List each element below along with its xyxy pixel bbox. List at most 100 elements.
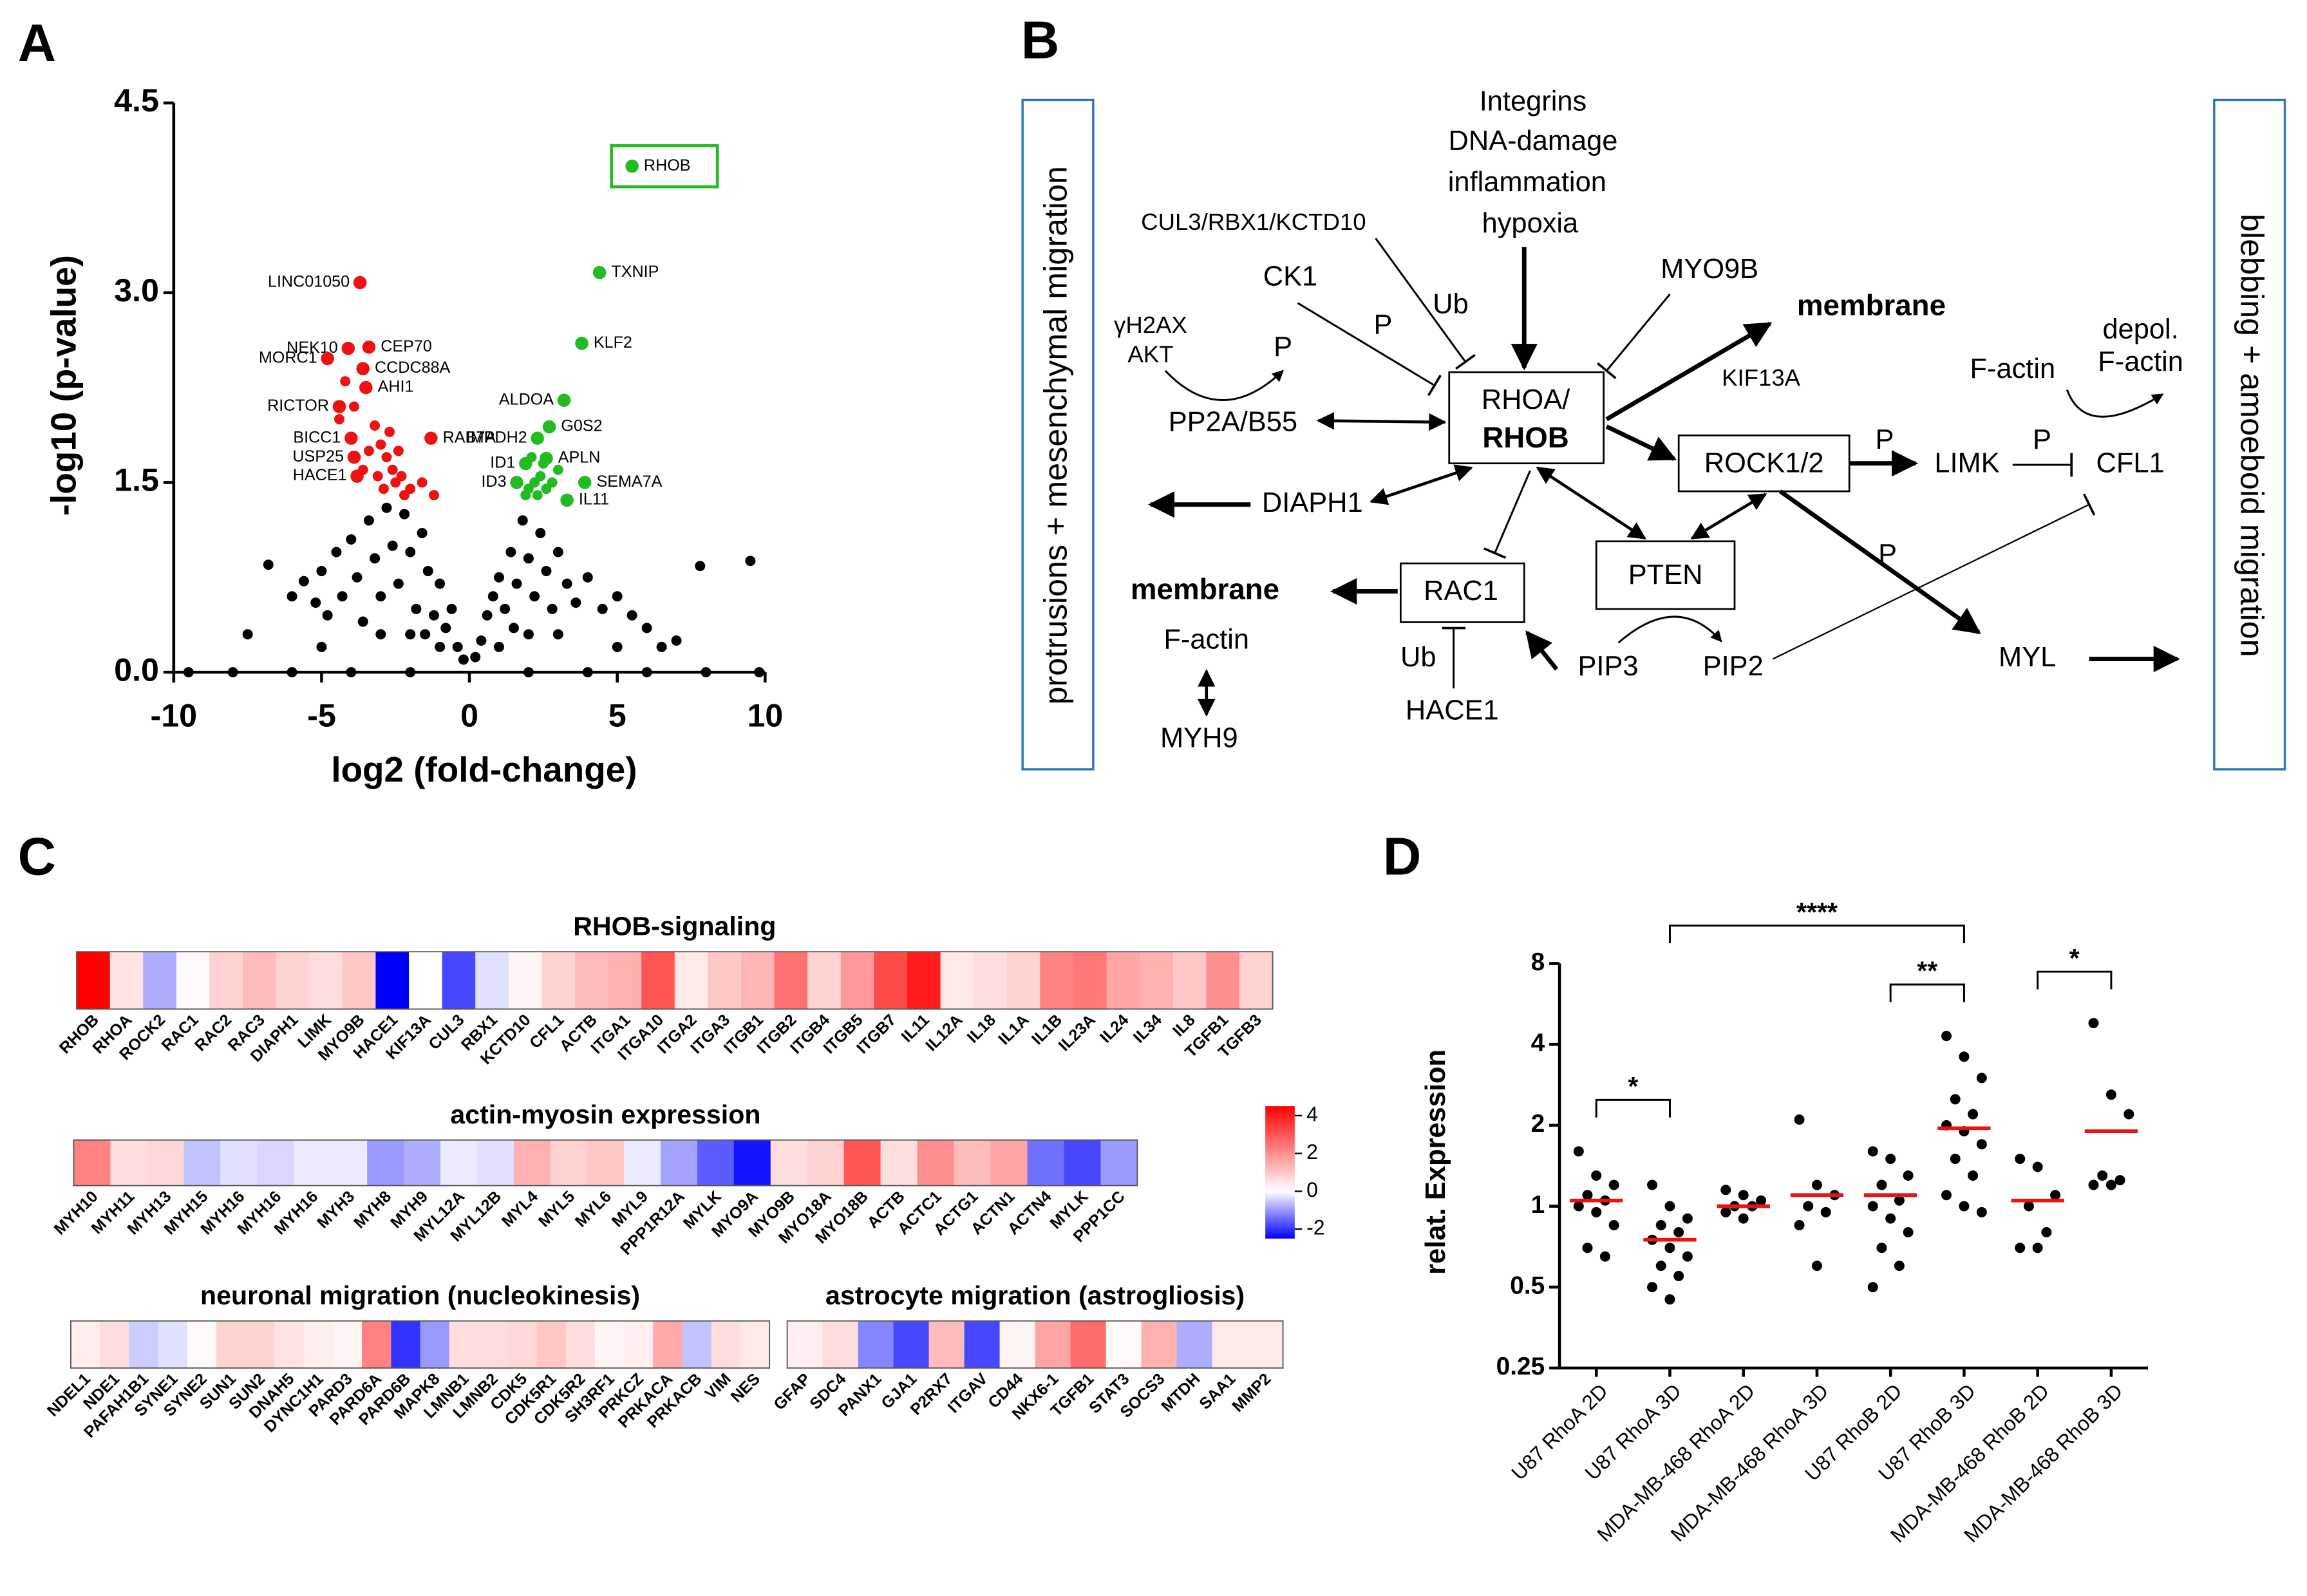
heatmap-cell (928, 1320, 965, 1368)
point (2088, 1179, 2099, 1190)
y-tick-label: 0.0 (114, 652, 159, 688)
heatmap-cell (740, 952, 775, 1009)
gene-label: NES (728, 1370, 764, 1406)
point (1976, 1139, 1987, 1150)
point (2105, 1089, 2116, 1100)
gene-label: VIM (701, 1370, 734, 1403)
heatmap-cell (409, 952, 443, 1009)
point (344, 431, 358, 445)
point (1885, 1154, 1896, 1165)
point (541, 565, 552, 576)
point (399, 490, 410, 501)
panel-label: B (1021, 11, 1059, 70)
heatmap-cell (1035, 1320, 1071, 1368)
point (552, 464, 563, 475)
point (428, 610, 439, 621)
point (2032, 1243, 2043, 1253)
point (626, 610, 637, 621)
point (1803, 1201, 1814, 1212)
point (322, 610, 333, 621)
point (1867, 1146, 1878, 1157)
point-label: IMPDH2 (466, 428, 527, 446)
arrow (1316, 412, 1447, 431)
node-label: ROCK1/2 (1704, 447, 1824, 478)
arrow (1525, 630, 1559, 671)
point (263, 559, 274, 570)
node-label: CFL1 (2096, 447, 2165, 478)
point (357, 616, 368, 627)
point (1647, 1179, 1658, 1190)
point (487, 591, 498, 602)
heatmap-cell (391, 1320, 421, 1368)
point (2088, 1018, 2099, 1029)
point (422, 565, 433, 576)
point-label: IL11 (579, 491, 609, 509)
point (1976, 1073, 1987, 1084)
gene-label: ITGAV (945, 1370, 992, 1417)
node-label: Ub (1400, 642, 1436, 673)
point (532, 490, 543, 501)
heatmap-cell (840, 952, 875, 1009)
point (542, 420, 556, 434)
point (641, 623, 652, 634)
point (540, 451, 553, 465)
heatmap-cell (514, 1140, 551, 1186)
heatmap-cell (245, 1320, 276, 1368)
heatmap-cell (1206, 952, 1240, 1009)
point (298, 576, 309, 587)
heatmap-title: RHOB-signaling (573, 912, 776, 941)
node-label: PIP3 (1577, 651, 1638, 682)
node-label: DIAPH1 (1262, 487, 1363, 518)
point (656, 641, 667, 652)
heatmap-title: astrocyte migration (astrogliosis) (825, 1281, 1245, 1310)
node-label: RHOB (1482, 421, 1569, 454)
point (227, 667, 238, 678)
point (1811, 1261, 1822, 1272)
point (1582, 1190, 1593, 1201)
y-tick-label: 4.5 (114, 82, 159, 118)
heatmap-cell (216, 1320, 246, 1368)
point (1941, 1031, 1952, 1042)
x-tick-label: -5 (307, 697, 336, 733)
heatmap-cell (587, 1140, 625, 1186)
point (393, 446, 404, 456)
point-label: APLN (558, 449, 601, 467)
heatmap-cell (478, 1320, 508, 1368)
point (375, 439, 386, 450)
point (321, 352, 334, 366)
point (2050, 1190, 2061, 1201)
panel-label: C (18, 827, 56, 886)
point (346, 667, 357, 678)
node-label: P (1878, 539, 1897, 570)
point (353, 276, 367, 290)
heatmap-cell (375, 952, 410, 1009)
point-label: TXNIP (611, 263, 659, 281)
heatmap-cell (974, 952, 1008, 1009)
heatmap-cell (143, 952, 177, 1009)
node-label: Integrins (1480, 86, 1587, 117)
point-label: RICTOR (267, 397, 329, 415)
node-label: MYH9 (1160, 723, 1238, 754)
point (1876, 1179, 1887, 1190)
point (625, 159, 639, 173)
point (612, 591, 623, 602)
node-label: P (1274, 332, 1292, 362)
point (547, 477, 558, 488)
heatmap-cell (100, 1320, 130, 1368)
arrow (1690, 493, 1767, 540)
gene-label: IL24 (1097, 1011, 1132, 1046)
gene-label: CUL3 (425, 1011, 467, 1053)
y-axis-label: relat. Expression (1420, 1049, 1451, 1275)
gene-label: IL23A (1055, 1011, 1099, 1055)
inhibition (1772, 493, 2096, 660)
point (424, 431, 438, 445)
heatmap-cell (1064, 1140, 1102, 1186)
heatmap-title: neuronal migration (nucleokinesis) (200, 1281, 640, 1310)
heatmap-cell (1070, 1320, 1107, 1368)
heatmap-cell (440, 1140, 478, 1186)
node-label: P (2033, 424, 2051, 455)
node-label: membrane (1797, 289, 1946, 322)
point (508, 623, 519, 634)
point (557, 393, 571, 407)
point (1756, 1195, 1767, 1206)
